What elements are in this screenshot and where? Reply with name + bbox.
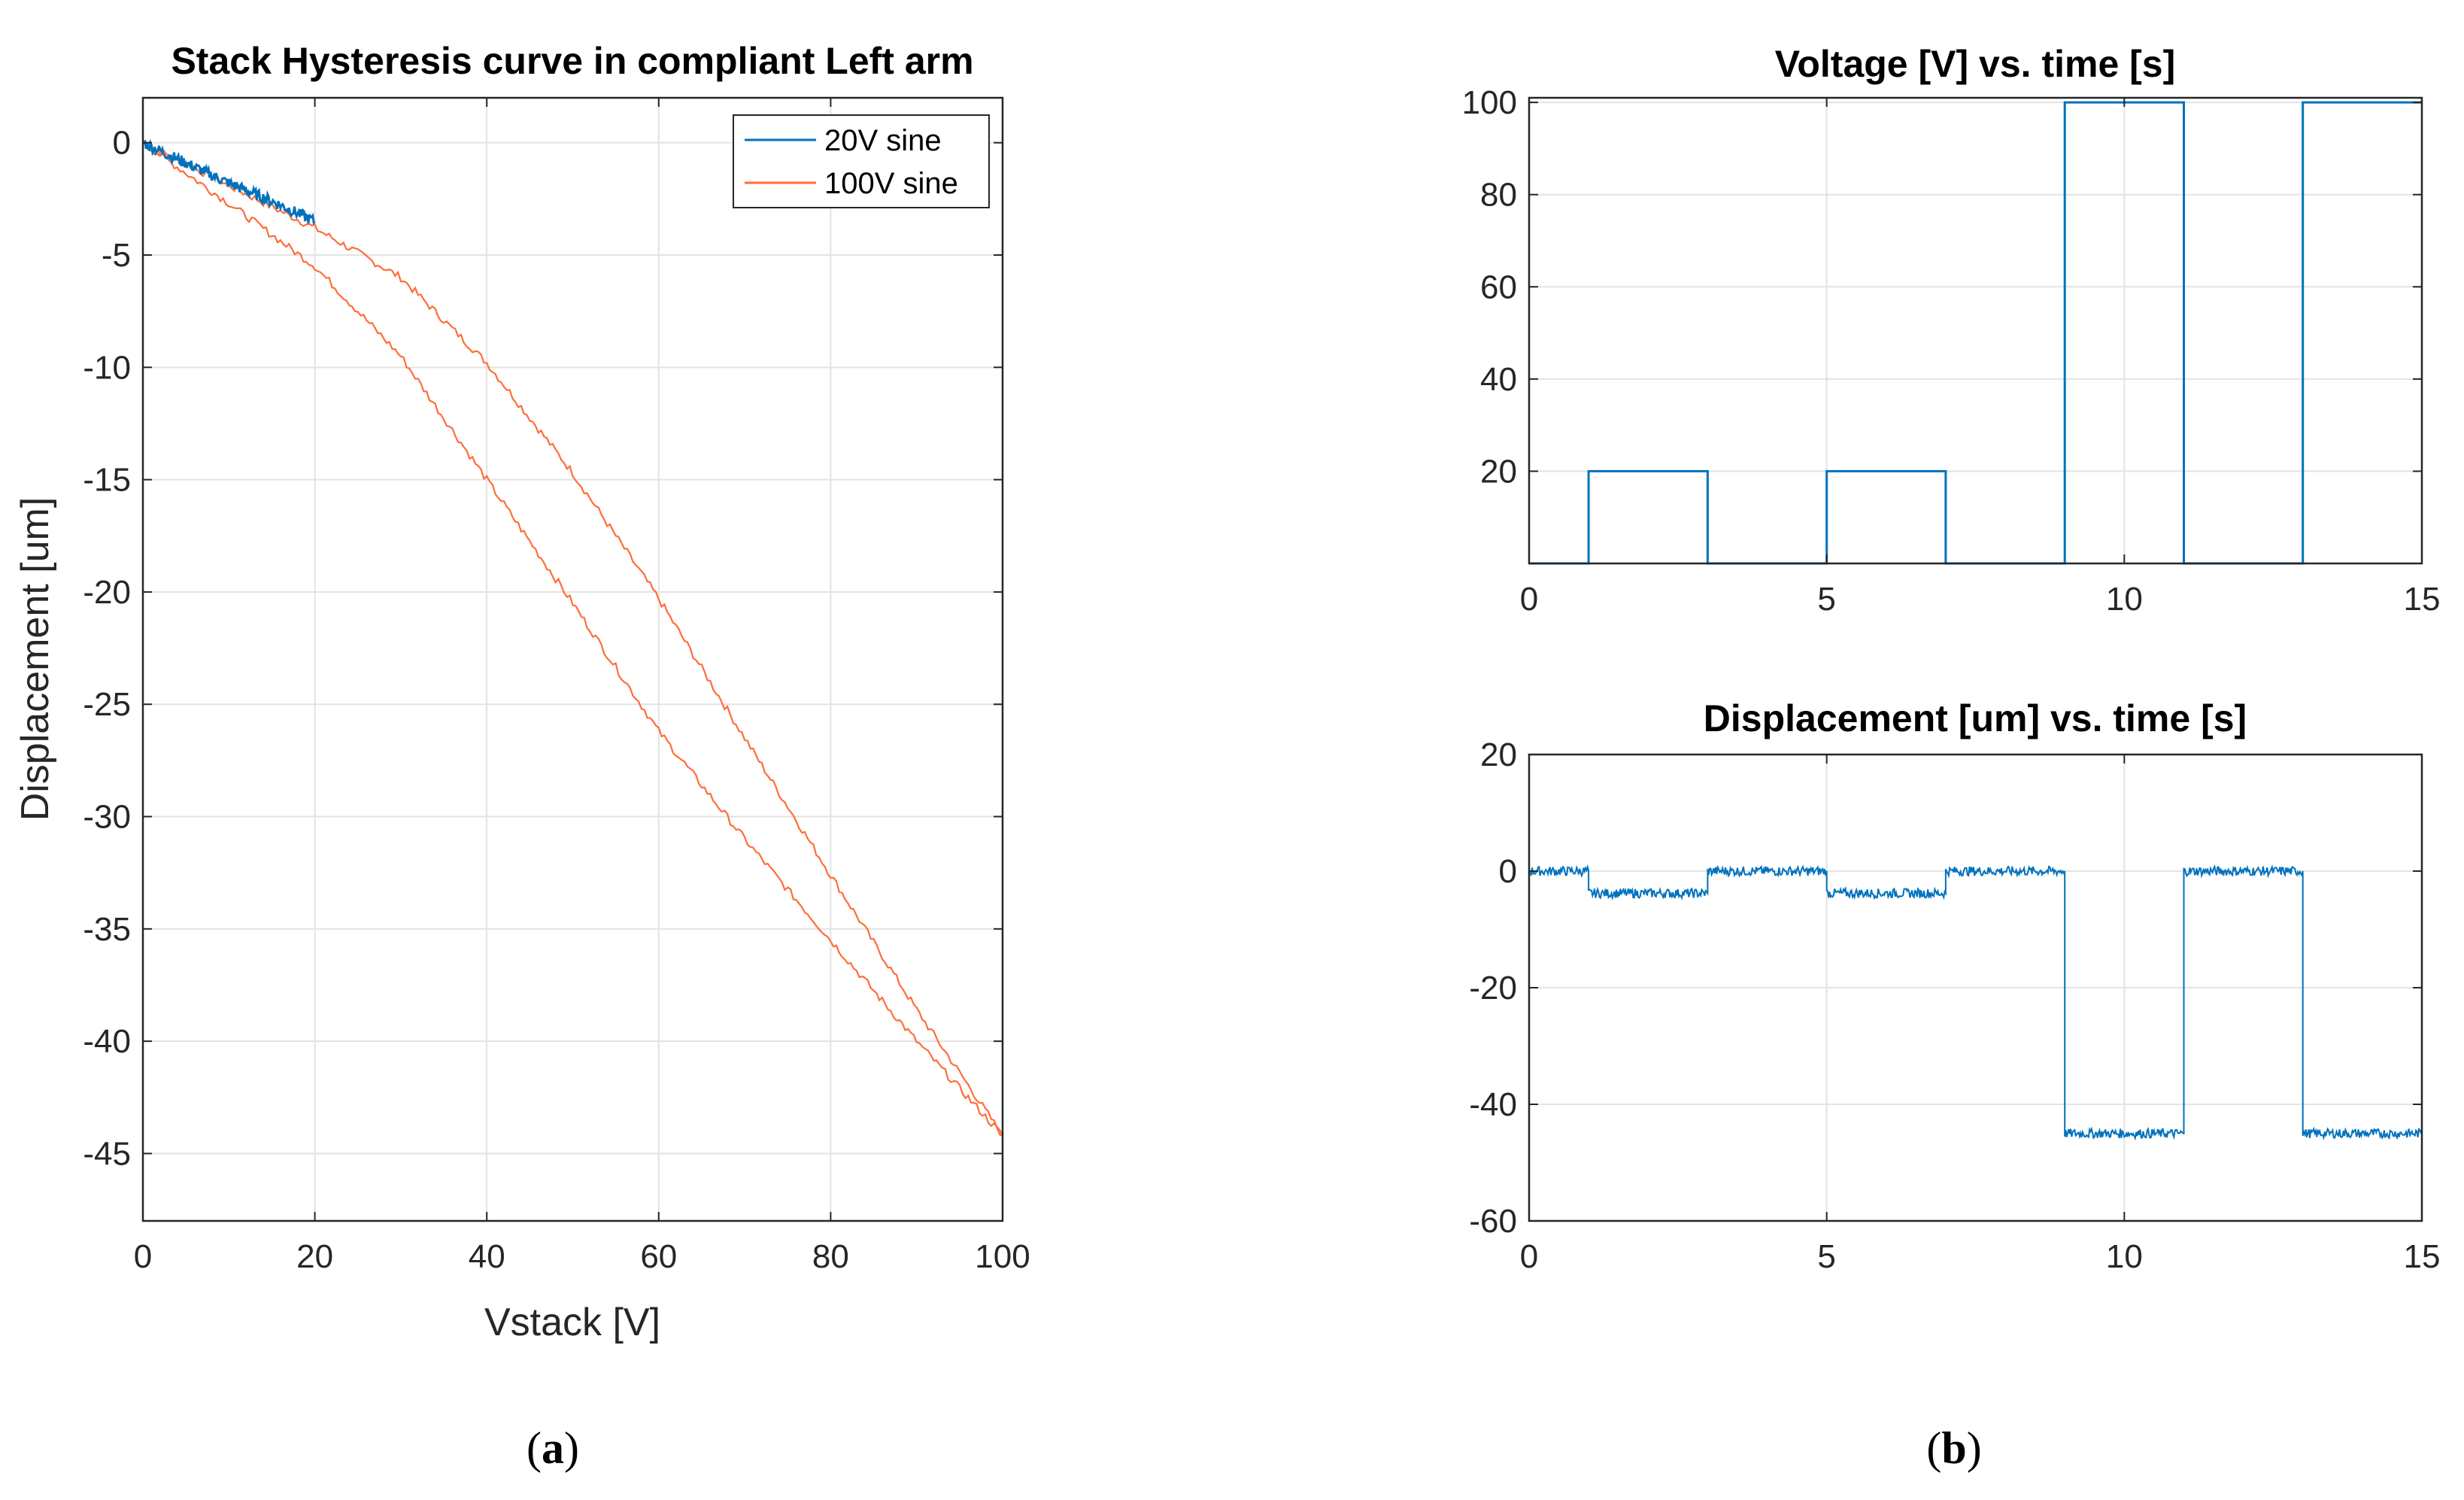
panel-a-x-tick-label: 0 — [134, 1238, 152, 1275]
panel-a-y-axis-label: Displacement [um] — [14, 497, 57, 821]
panel-b-bottom-x-tick-label: 15 — [2404, 1238, 2441, 1275]
panel-a-y-tick-label: -40 — [83, 1023, 131, 1060]
panel-b-bottom-y-tick-label: -20 — [1469, 970, 1517, 1007]
panel-a-y-tick-label: -5 — [102, 237, 131, 274]
panel-a-plot-area — [143, 98, 1003, 1221]
panel-b-top-axes-frame — [1528, 96, 2423, 565]
panel-b-bottom: 0 5 10 15 20 0 -20 -40 -60 Displacement [um] vs.… — [1469, 697, 2440, 1473]
panel-b-bottom-y-tick-label: -40 — [1469, 1086, 1517, 1123]
panel-a-y-tick-label: -45 — [83, 1135, 131, 1172]
panel-b-bottom-x-tick-label: 10 — [2106, 1238, 2143, 1275]
caption-b-text: (b) — [1926, 1423, 1981, 1473]
panel-b-bottom-title: Displacement [um] vs. time [s] — [1704, 697, 2247, 739]
panel-a-y-tick-label: -10 — [83, 349, 131, 386]
panel-b-top-x-tick-label: 10 — [2106, 581, 2143, 618]
legend-box — [733, 114, 990, 208]
series-displacement — [1528, 864, 2423, 1141]
panel-a-legend: 20V sine 100V sine — [733, 114, 990, 208]
panel-a: 0 20 40 60 80 1000-5-10-15-20-25-30-35-40-45 … — [14, 40, 1030, 1473]
panel-b-top-y-tick-label: 20 — [1480, 453, 1517, 490]
panel-b-bottom-x-tick-label: 0 — [1520, 1238, 1538, 1275]
panel-a-title: Stack Hysteresis curve in compliant Left… — [171, 40, 973, 82]
panel-b-top-x-tick-label: 5 — [1817, 581, 1835, 618]
panel-a-y-tick-label: 0 — [113, 125, 131, 162]
panel-a-x-tick-label: 40 — [469, 1238, 505, 1275]
panel-a-y-tick-label: -15 — [83, 462, 131, 499]
legend-label-20v: 20V sine — [824, 124, 942, 157]
caption-a: (a) — [526, 1423, 579, 1473]
legend-label-100v: 100V sine — [824, 167, 958, 200]
series-100v-sine-lower — [141, 139, 1003, 1137]
panel-b-top-x-tick-label: 15 — [2404, 581, 2441, 618]
panel-a-x-tick-label: 100 — [975, 1238, 1030, 1275]
panel-a-x-tick-label: 20 — [296, 1238, 333, 1275]
panel-a-x-tick-label: 80 — [812, 1238, 849, 1275]
panel-b-top-y-tick-label: 40 — [1480, 361, 1517, 398]
panel-b-top-plot-area — [1529, 98, 2422, 563]
series-100v-sine-upper — [142, 141, 1003, 1137]
panel-b-bottom-y-tick-label: 0 — [1499, 853, 1517, 890]
panel-b-top-y-tick-label: 60 — [1480, 269, 1517, 305]
panel-b-bottom-x-tick-label: 5 — [1817, 1238, 1835, 1275]
series-20v-sine — [142, 138, 316, 226]
panel-b-top-y-tick-label: 80 — [1480, 177, 1517, 214]
panel-b-bottom-y-tick-label: 20 — [1480, 736, 1517, 773]
panel-b-top-y-tick-label: 100 — [1462, 84, 1517, 121]
panel-a-x-tick-label: 60 — [640, 1238, 677, 1275]
caption-a-text: (a) — [526, 1423, 579, 1473]
panel-a-x-axis-label: Vstack [V] — [484, 1301, 660, 1344]
panel-a-y-tick-label: -30 — [83, 799, 131, 836]
panel-a-axes-frame — [141, 96, 1004, 1222]
panel-b-top-x-tick-label: 0 — [1520, 581, 1538, 618]
caption-b: (b) — [1926, 1423, 1981, 1473]
panel-b-top: 0 5 10 15 20 40 60 80 100 Voltage [V] vs. time [… — [1462, 43, 2441, 618]
panel-a-y-tick-label: -25 — [83, 686, 131, 723]
panel-a-y-tick-label: -35 — [83, 911, 131, 948]
panel-b-bottom-y-tick-label: -60 — [1469, 1203, 1517, 1240]
panel-a-y-tick-label: -20 — [83, 574, 131, 611]
panel-b-top-title: Voltage [V] vs. time [s] — [1775, 43, 2176, 85]
